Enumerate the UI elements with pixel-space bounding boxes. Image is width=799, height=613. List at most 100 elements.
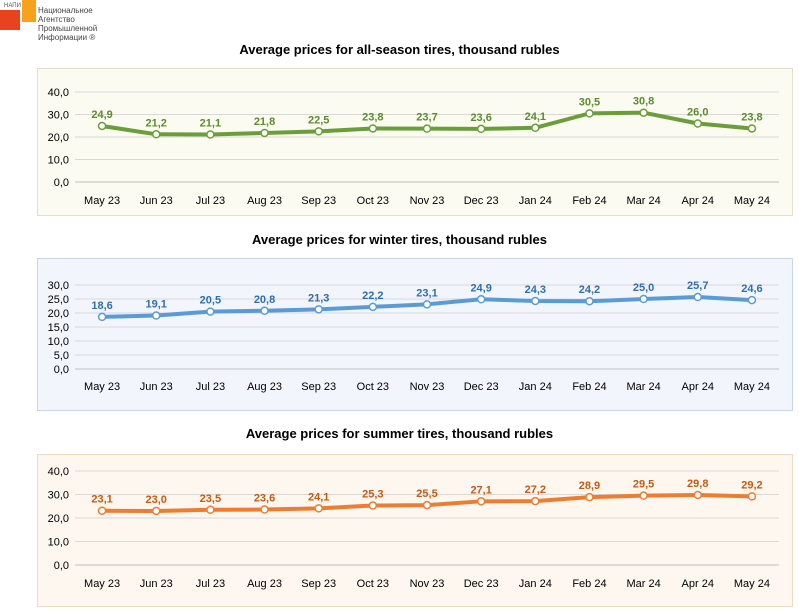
data-point	[693, 119, 703, 128]
data-point	[531, 123, 540, 133]
x-tick-label: Apr 24	[682, 578, 714, 590]
x-tick-label: Dec 23	[464, 381, 499, 393]
y-tick-label: 5,0	[54, 350, 69, 362]
data-label: 24,2	[579, 284, 600, 296]
chart-area	[37, 454, 793, 607]
x-tick-label: Mar 24	[626, 578, 660, 590]
data-point	[585, 492, 594, 502]
chart-title-all-season: Average prices for all-season tires, tho…	[239, 42, 560, 57]
data-point	[368, 124, 378, 133]
data-point	[639, 491, 648, 500]
all-season-chart: 0,0 10,0 20,0 30,0 40,0 May 23 Jun 23 Jul 23 Aug…	[37, 68, 793, 216]
data-label: 23,8	[741, 111, 762, 123]
data-label: 28,9	[579, 480, 600, 492]
napi-logo: НАПИ Национальное Агентство Промышленной…	[0, 0, 120, 52]
x-tick-label: Sep 23	[301, 578, 336, 590]
data-label: 23,6	[470, 112, 491, 124]
x-tick-label: Jul 23	[196, 578, 225, 590]
data-point	[206, 130, 215, 139]
data-point	[314, 504, 323, 513]
data-label: 24,1	[525, 111, 546, 123]
x-tick-label: May 23	[84, 195, 120, 207]
data-label: 29,2	[741, 479, 762, 491]
data-point	[585, 109, 594, 118]
data-point	[97, 312, 107, 322]
x-tick-label: May 24	[734, 195, 770, 207]
x-tick-label: Dec 23	[464, 195, 499, 207]
data-point	[422, 300, 432, 309]
data-label: 26,0	[687, 107, 708, 119]
data-label: 30,5	[579, 96, 600, 108]
data-point	[476, 124, 486, 134]
x-tick-label: Mar 24	[626, 195, 660, 207]
data-label: 22,5	[308, 114, 329, 126]
y-tick-label: 25,0	[48, 294, 69, 306]
data-label: 24,9	[91, 109, 112, 121]
data-label: 23,5	[200, 493, 221, 505]
x-tick-label: Nov 23	[410, 381, 445, 393]
x-tick-label: Feb 24	[572, 381, 606, 393]
logo-line: Национальное	[38, 6, 93, 15]
x-tick-label: Apr 24	[682, 195, 714, 207]
x-tick-label: Oct 23	[357, 195, 389, 207]
x-tick-label: Jan 24	[519, 578, 552, 590]
x-tick-label: Apr 24	[682, 381, 714, 393]
x-tick-label: Oct 23	[357, 578, 389, 590]
x-tick-label: May 23	[84, 578, 120, 590]
data-point	[97, 121, 107, 131]
y-tick-label: 0,0	[54, 177, 69, 189]
data-label: 25,5	[416, 488, 437, 500]
data-point	[747, 492, 757, 501]
x-tick-label: Feb 24	[572, 578, 606, 590]
data-label: 21,8	[254, 116, 275, 128]
logo-line: Агентство	[38, 15, 75, 24]
x-tick-label: Dec 23	[464, 578, 499, 590]
y-tick-label: 20,0	[48, 308, 69, 320]
x-tick-label: Nov 23	[410, 195, 445, 207]
data-point	[151, 311, 161, 320]
data-label: 20,8	[254, 294, 275, 306]
x-tick-label: Oct 23	[357, 381, 389, 393]
data-point	[97, 506, 107, 515]
logo-line: Информации ®	[38, 33, 96, 42]
data-point	[693, 490, 703, 500]
chart-area	[37, 258, 793, 411]
data-point	[531, 296, 540, 306]
data-point	[206, 307, 215, 316]
data-point	[693, 292, 703, 302]
data-point	[747, 124, 757, 133]
y-tick-label: 30,0	[48, 490, 69, 502]
x-tick-label: Sep 23	[301, 381, 336, 393]
y-tick-label: 0,0	[54, 560, 69, 572]
data-label: 29,8	[687, 478, 708, 490]
data-point	[206, 505, 215, 515]
x-tick-label: May 23	[84, 381, 120, 393]
data-label: 23,1	[416, 287, 437, 299]
data-label: 24,1	[308, 491, 329, 503]
y-tick-label: 10,0	[48, 336, 69, 348]
data-label: 25,7	[687, 280, 708, 292]
x-tick-label: Jul 23	[196, 195, 225, 207]
data-point	[368, 501, 378, 510]
x-tick-label: Aug 23	[247, 195, 282, 207]
data-label: 23,1	[91, 494, 112, 506]
y-tick-label: 30,0	[48, 110, 69, 122]
logo-red-square	[0, 10, 20, 30]
data-point	[531, 496, 540, 506]
data-point	[639, 108, 648, 117]
x-tick-label: Jul 23	[196, 381, 225, 393]
logo-orange-bar	[22, 0, 36, 22]
x-tick-label: Feb 24	[572, 195, 606, 207]
data-label: 30,8	[633, 96, 654, 108]
data-label: 23,0	[146, 494, 167, 506]
data-label: 23,6	[254, 493, 275, 505]
data-label: 25,0	[633, 282, 654, 294]
x-tick-label: May 24	[734, 381, 770, 393]
x-tick-label: Aug 23	[247, 381, 282, 393]
summer-chart: 0,0 10,0 20,0 30,0 40,0 May 23 Jun 23 Jul 23 Aug…	[37, 454, 793, 607]
data-point	[151, 130, 161, 139]
data-point	[639, 294, 648, 304]
data-point	[314, 127, 323, 136]
data-label: 18,6	[91, 300, 112, 312]
data-label: 20,5	[200, 295, 221, 307]
